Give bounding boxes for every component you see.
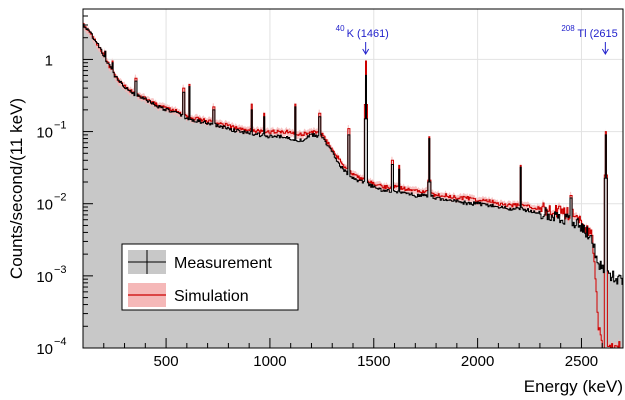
y-tick-label-exponent: −4 bbox=[54, 336, 67, 348]
y-tick-label-base: 10 bbox=[36, 269, 53, 286]
annotation-label: K (1461) bbox=[347, 28, 389, 40]
x-tick-label: 1500 bbox=[357, 353, 390, 370]
x-tick-label: 2000 bbox=[461, 353, 494, 370]
y-tick-label-base: 10 bbox=[36, 125, 53, 142]
y-tick-label-exponent: −2 bbox=[54, 192, 67, 204]
x-tick-label: 2500 bbox=[565, 353, 598, 370]
y-tick-label-exponent: −3 bbox=[54, 264, 67, 276]
legend-simulation-label: Simulation bbox=[174, 288, 249, 305]
peak-annotations: 40 K (1461) 208 Tl (2615 bbox=[336, 24, 618, 55]
y-axis-label: Counts/second/(11 keV) bbox=[7, 98, 26, 279]
y-tick-label-base: 10 bbox=[36, 197, 53, 214]
legend-measurement-label: Measurement bbox=[174, 255, 272, 272]
y-tick-label-base: 10 bbox=[36, 341, 53, 358]
annotation-arrow-head bbox=[601, 48, 609, 55]
annotation-isotope-mass: 208 bbox=[561, 24, 575, 33]
annotation-arrow-head bbox=[362, 48, 370, 55]
x-ticks: 500 1000 1500 2000 2500 bbox=[82, 338, 624, 370]
legend: Measurement Simulation bbox=[121, 243, 299, 311]
x-tick-label: 1000 bbox=[253, 353, 286, 370]
x-tick-label: 500 bbox=[154, 353, 179, 370]
simulation-line bbox=[83, 23, 624, 349]
annotation-label: Tl (2615 bbox=[577, 28, 617, 40]
measurement-line bbox=[83, 23, 624, 289]
measurement-histogram bbox=[83, 23, 624, 289]
y-ticks: 10 −410 −310 −210 −11 bbox=[36, 8, 93, 358]
y-tick-label-exponent: −1 bbox=[54, 120, 67, 132]
simulation-histogram bbox=[83, 23, 624, 349]
annotation-isotope-mass: 40 bbox=[336, 24, 345, 33]
y-tick-label-base: 1 bbox=[45, 52, 53, 69]
x-axis-label: Energy (keV) bbox=[524, 377, 623, 396]
